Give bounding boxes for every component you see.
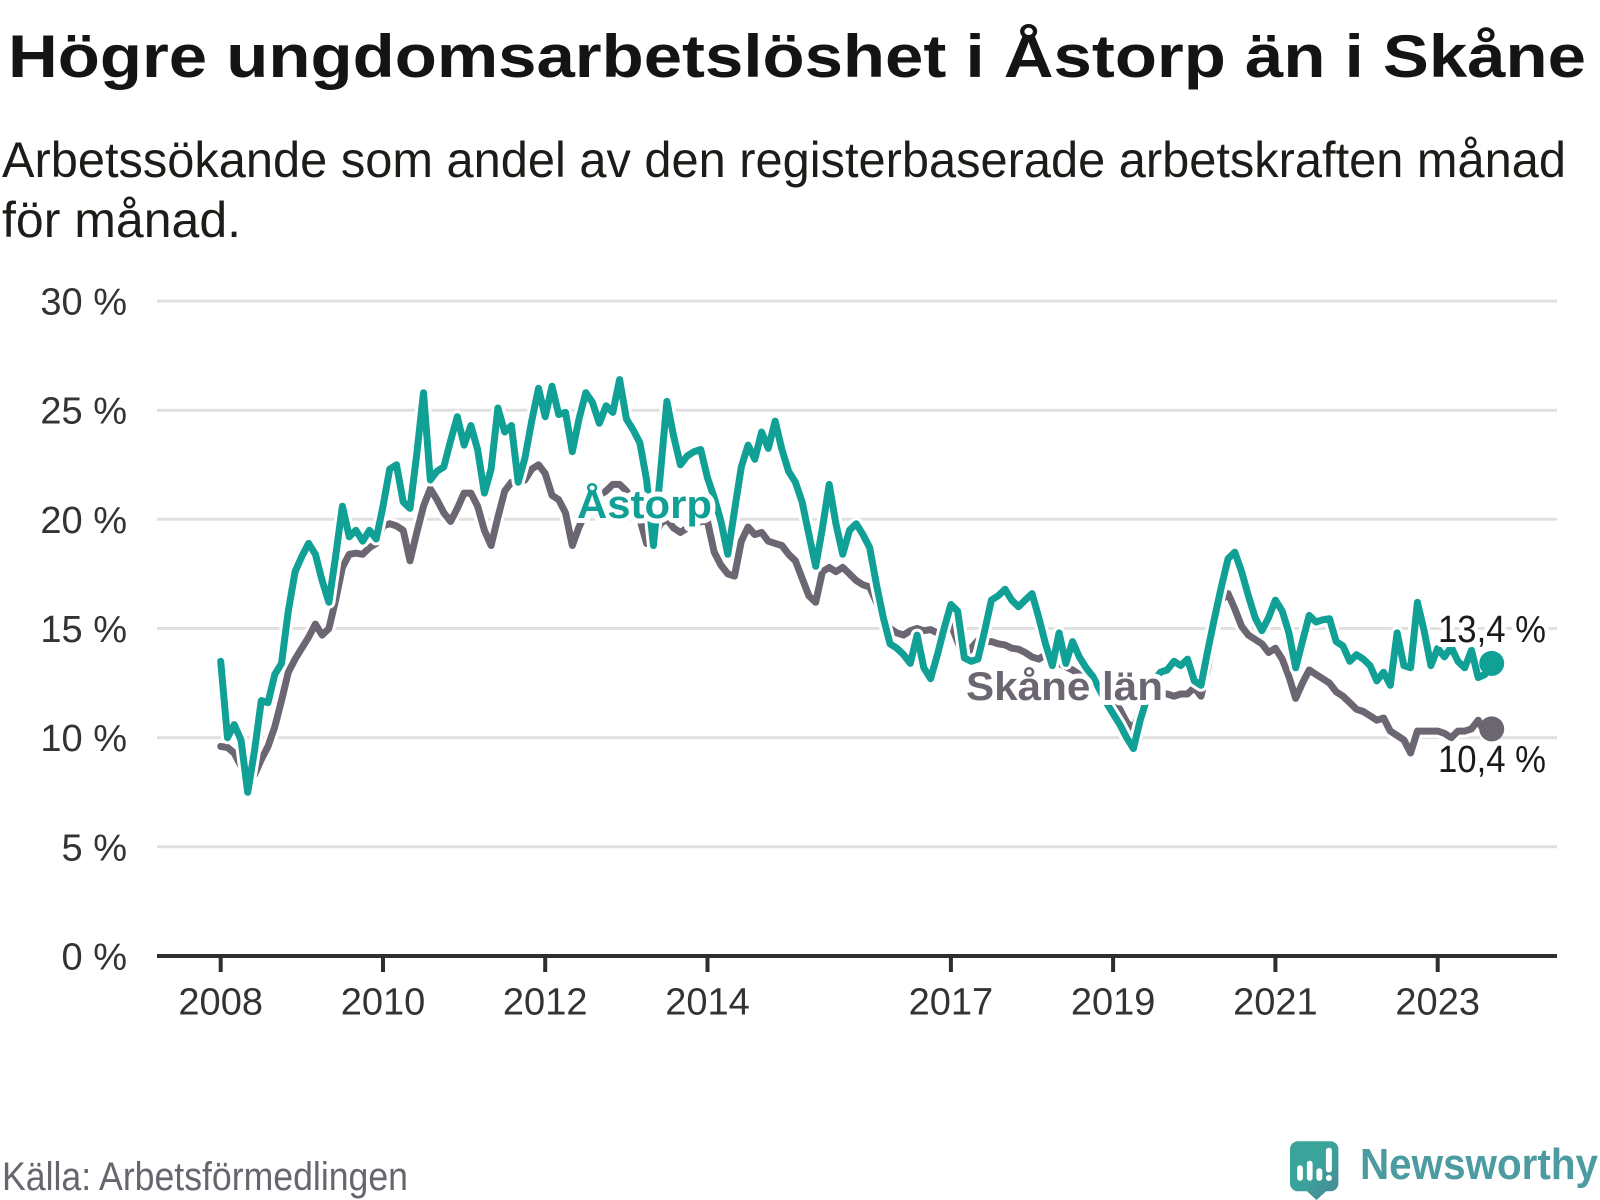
svg-text:Arbetssökande som andel av den: Arbetssökande som andel av den registerb… [2, 132, 1566, 188]
svg-text:för månad.: för månad. [2, 192, 241, 248]
svg-text:2014: 2014 [665, 982, 750, 1024]
svg-text:Skåne län: Skåne län [966, 665, 1163, 709]
svg-text:5 %: 5 % [62, 827, 127, 869]
svg-text:13,4 %: 13,4 % [1438, 609, 1546, 651]
svg-text:10,4 %: 10,4 % [1438, 739, 1546, 781]
svg-text:2017: 2017 [909, 982, 994, 1024]
svg-text:2010: 2010 [341, 982, 426, 1024]
svg-text:2012: 2012 [503, 982, 588, 1024]
svg-text:20 %: 20 % [40, 500, 127, 542]
svg-text:Newsworthy: Newsworthy [1360, 1140, 1598, 1189]
svg-text:15 %: 15 % [40, 609, 127, 651]
svg-text:Högre ungdomsarbetslöshet i Ås: Högre ungdomsarbetslöshet i Åstorp än i … [8, 23, 1586, 90]
svg-text:10 %: 10 % [40, 718, 127, 760]
svg-text:2023: 2023 [1395, 982, 1480, 1024]
svg-text:2021: 2021 [1233, 982, 1318, 1024]
svg-text:2019: 2019 [1071, 982, 1156, 1024]
svg-text:25 %: 25 % [40, 391, 127, 433]
svg-text:Åstorp: Åstorp [577, 482, 712, 527]
svg-text:30 %: 30 % [40, 282, 127, 324]
svg-text:Källa: Arbetsförmedlingen: Källa: Arbetsförmedlingen [2, 1155, 408, 1199]
svg-text:2008: 2008 [178, 982, 263, 1024]
svg-text:0 %: 0 % [62, 937, 127, 979]
